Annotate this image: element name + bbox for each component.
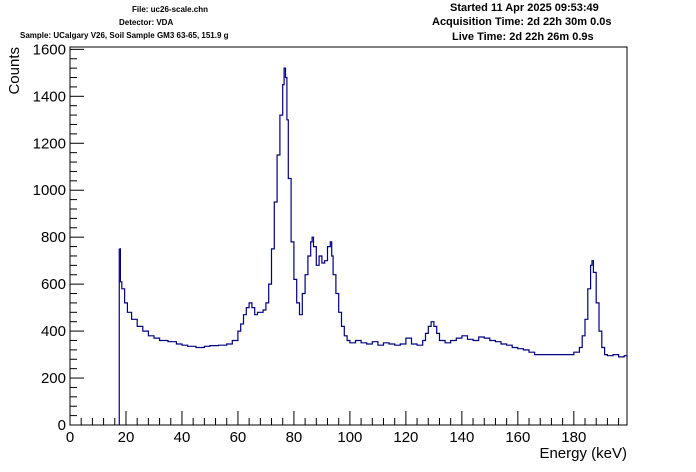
y-tick-label: 1000 [33,182,66,199]
x-tick-label: 20 [118,429,135,446]
y-tick-label: 0 [58,417,66,434]
x-tick-label: 40 [174,429,191,446]
x-tick-label: 0 [66,429,74,446]
x-tick-label: 100 [337,429,362,446]
x-tick-label: 140 [449,429,474,446]
y-tick-label: 1200 [33,135,66,152]
spectrum-line [119,67,628,358]
x-tick-label: 160 [505,429,530,446]
chart-series [118,67,628,425]
x-tick-label: 80 [286,429,303,446]
header-detector: Detector: VDA [119,18,174,27]
chart-labels: 0 200 400 600 800 1000 1200 1400 1600 0 20 40 60 80 10… [6,41,627,462]
y-tick-label: 1400 [33,88,66,105]
header-live-time: Live Time: 2d 22h 26m 0.9s [452,31,594,43]
x-axis-title: Energy (keV) [539,445,627,462]
y-tick-label: 600 [41,276,66,293]
y-axis-title: Counts [6,47,23,95]
y-tick-label: 200 [41,370,66,387]
y-tick-label: 400 [41,323,66,340]
plot-frame [69,46,628,426]
y-tick-label: 800 [41,229,66,246]
header-acquisition-time: Acquisition Time: 2d 22h 30m 0.0s [432,16,612,28]
x-tick-label: 180 [561,429,586,446]
header-started: Started 11 Apr 2025 09:53:49 [450,2,599,14]
header-file: File: uc26-scale.chn [132,5,209,14]
x-tick-label: 60 [230,429,247,446]
header-sample: Sample: UCalgary V26, Soil Sample GM3 63… [20,31,229,40]
chart-axes [69,46,628,426]
y-tick-label: 1600 [33,41,66,58]
x-tick-label: 120 [393,429,418,446]
